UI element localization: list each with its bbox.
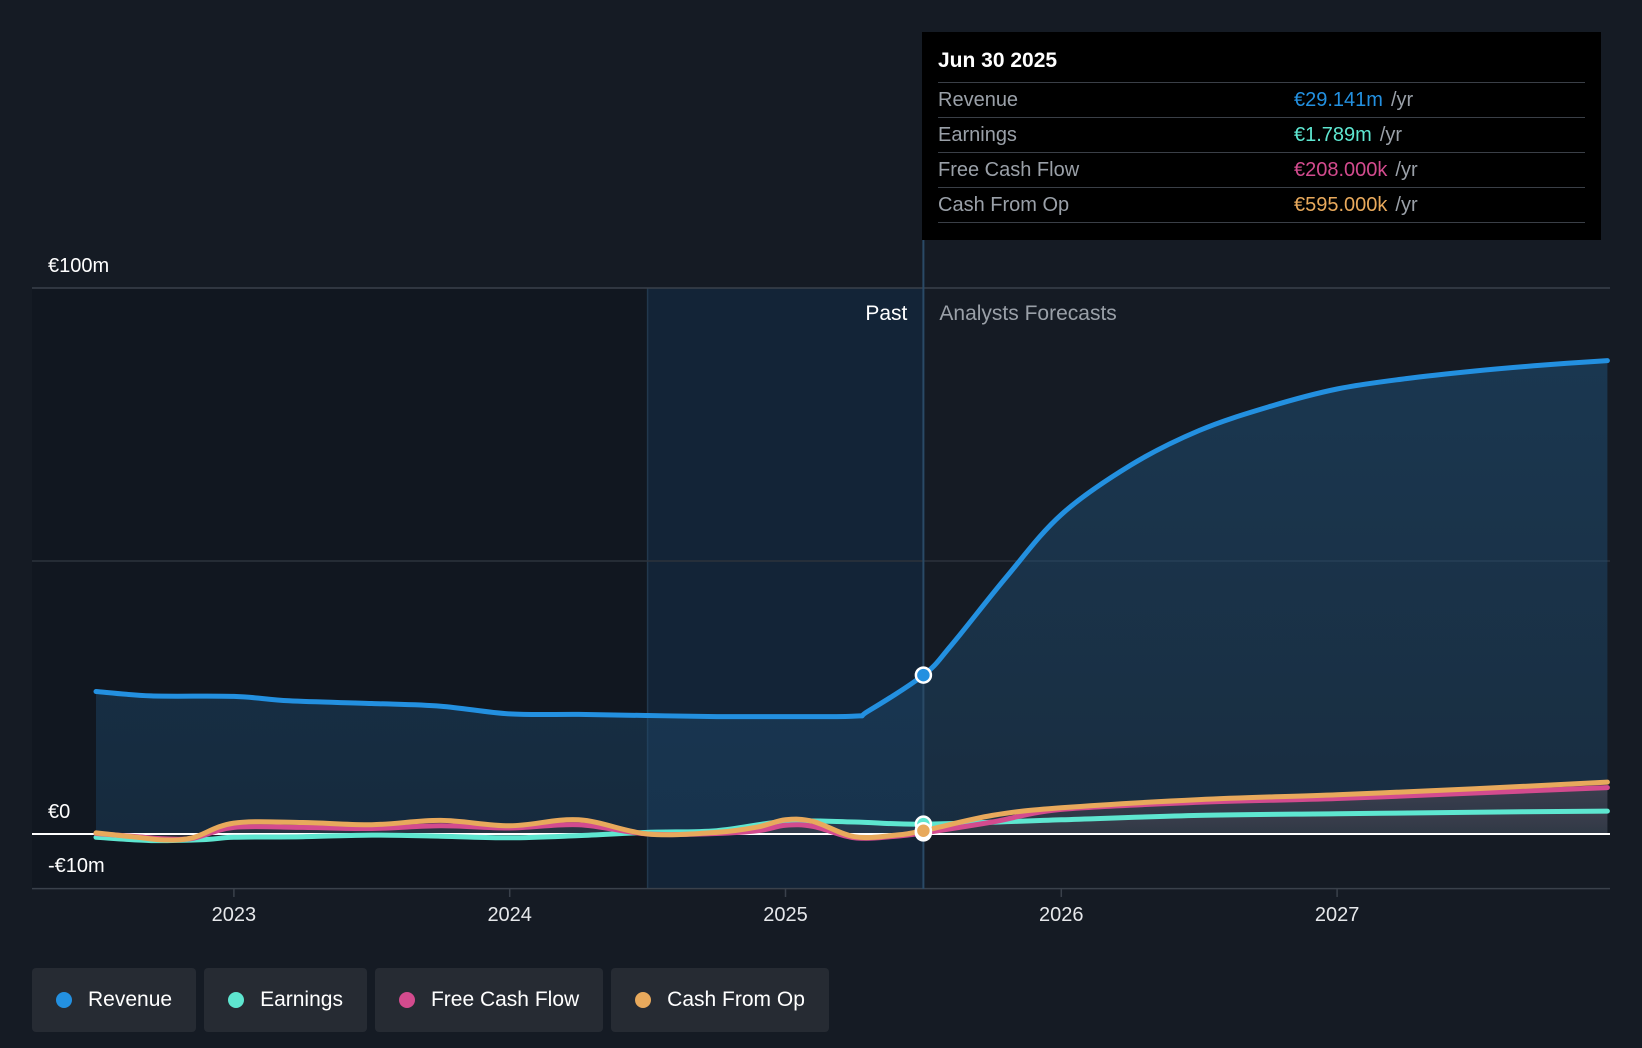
tooltip-cfo-value: €595.000k (1294, 194, 1388, 216)
region-label-forecast: Analysts Forecasts (939, 302, 1116, 325)
area-revenue (96, 360, 1608, 834)
x-tick-label: 2024 (487, 904, 532, 926)
tooltip-revenue-value: €29.141m (1294, 89, 1383, 111)
marker-revenue (914, 666, 933, 684)
legend-label-cash-from-op: Cash From Op (667, 988, 805, 1011)
tooltip-revenue-label: Revenue (938, 89, 1019, 111)
legend-label-free-cash-flow: Free Cash Flow (430, 988, 580, 1011)
tooltip-row-earnings: Earnings €1.789m /yr (938, 117, 1585, 152)
legend-dot-free-cash-flow (398, 992, 415, 1008)
tooltip-date: Jun 30 2025 (938, 49, 1058, 72)
tooltip-revenue-unit: /yr (1390, 89, 1414, 111)
tooltip-fcf-unit: /yr (1395, 159, 1418, 181)
tooltip: Jun 30 2025 Revenue €29.141m /yr Earning… (922, 32, 1601, 240)
x-tick-label: 2026 (1039, 904, 1084, 926)
legend-dot-cash-from-op (635, 992, 652, 1008)
tooltip-cfo-unit: /yr (1395, 194, 1418, 216)
legend-label-revenue: Revenue (88, 988, 173, 1011)
tooltip-earnings-label: Earnings (938, 124, 1017, 146)
line-free-cash-flow (93, 785, 1610, 842)
x-tick-label: 2027 (1315, 904, 1360, 926)
tooltip-row-fcf: Free Cash Flow €208.000k /yr (938, 152, 1585, 187)
legend-item-earnings[interactable]: Earnings (204, 968, 367, 1032)
x-tick-label: 2023 (212, 904, 257, 926)
tooltip-cfo-label: Cash From Op (938, 194, 1070, 216)
legend-dot-earnings (228, 992, 245, 1008)
tooltip-row-revenue: Revenue €29.141m /yr (938, 82, 1585, 117)
legend-label-earnings: Earnings (260, 988, 343, 1011)
legend-dot-revenue (56, 992, 72, 1008)
line-cash-from-op (93, 779, 1610, 843)
legend-item-free-cash-flow[interactable]: Free Cash Flow (374, 968, 604, 1032)
legend: Revenue Earnings Free Cash Flow Cash Fro… (32, 968, 829, 1032)
tooltip-row-cfo: Cash From Op €595.000k /yr (938, 187, 1585, 223)
legend-item-cash-from-op[interactable]: Cash From Op (611, 968, 829, 1032)
x-tick-label: 2025 (763, 904, 808, 926)
line-revenue (93, 358, 1610, 720)
y-tick-label: €100m (48, 255, 109, 277)
tooltip-earnings-unit: /yr (1379, 124, 1403, 146)
region-label-past: Past (865, 302, 907, 325)
tooltip-earnings-value: €1.789m (1294, 124, 1372, 146)
tooltip-fcf-label: Free Cash Flow (938, 159, 1080, 181)
tooltip-fcf-value: €208.000k (1294, 159, 1388, 181)
legend-item-revenue[interactable]: Revenue (32, 968, 197, 1032)
y-tick-label: €0 (48, 801, 70, 823)
marker-cash-from-op (914, 821, 933, 840)
y-tick-label: -€10m (48, 855, 105, 877)
